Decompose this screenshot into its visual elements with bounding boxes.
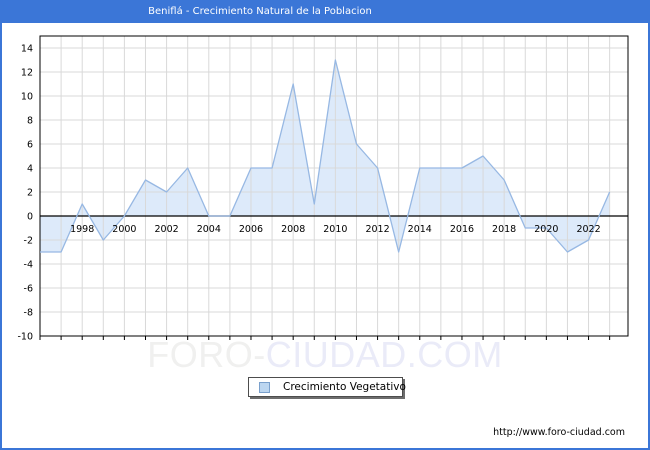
svg-text:14: 14 xyxy=(21,44,33,55)
gridlines xyxy=(40,36,628,336)
svg-text:2012: 2012 xyxy=(365,224,389,235)
svg-text:-2: -2 xyxy=(24,236,33,247)
series-area xyxy=(40,60,610,252)
svg-text:4: 4 xyxy=(27,164,33,175)
window-title: Beniflá - Crecimiento Natural de la Pobl… xyxy=(148,6,372,17)
svg-text:10: 10 xyxy=(21,92,33,103)
svg-text:8: 8 xyxy=(27,116,33,127)
footer-url: http://www.foro-ciudad.com xyxy=(493,427,625,438)
legend: Crecimiento Vegetativo xyxy=(248,377,406,397)
svg-text:2018: 2018 xyxy=(492,224,516,235)
svg-text:0: 0 xyxy=(27,212,33,223)
watermark-part2: CIUDAD.COM xyxy=(265,334,503,375)
svg-text:1998: 1998 xyxy=(70,224,94,235)
x-axis-ticks xyxy=(39,336,611,340)
legend-label: Crecimiento Vegetativo xyxy=(283,381,406,393)
svg-text:2004: 2004 xyxy=(197,224,221,235)
svg-text:2008: 2008 xyxy=(281,224,305,235)
svg-text:-4: -4 xyxy=(24,260,33,271)
series-line xyxy=(40,59,611,253)
svg-text:2000: 2000 xyxy=(112,224,136,235)
svg-text:2016: 2016 xyxy=(450,224,474,235)
x-axis-labels: 1998 2000 2002 2004 2006 2008 2010 2012 2014 2016… xyxy=(70,224,601,235)
svg-text:2020: 2020 xyxy=(534,224,558,235)
svg-text:2014: 2014 xyxy=(408,224,432,235)
svg-text:12: 12 xyxy=(21,68,33,79)
svg-text:2002: 2002 xyxy=(154,224,178,235)
watermark-part1: FORO- xyxy=(147,334,266,375)
svg-text:2: 2 xyxy=(27,188,33,199)
svg-text:2010: 2010 xyxy=(323,224,347,235)
plot-border xyxy=(39,35,629,337)
watermark: FORO-CIUDAD.COM xyxy=(0,337,650,373)
svg-text:2022: 2022 xyxy=(576,224,600,235)
svg-text:-10: -10 xyxy=(17,332,33,343)
legend-marker-icon xyxy=(259,381,270,393)
svg-text:-8: -8 xyxy=(24,308,33,319)
title-bar: Beniflá - Crecimiento Natural de la Pobl… xyxy=(0,0,650,23)
y-axis-labels: 14 12 10 8 6 4 2 0 -2 -4 -6 -8 -10 xyxy=(17,44,33,343)
svg-text:-6: -6 xyxy=(24,284,33,295)
svg-text:2006: 2006 xyxy=(239,224,263,235)
svg-text:6: 6 xyxy=(27,140,33,151)
